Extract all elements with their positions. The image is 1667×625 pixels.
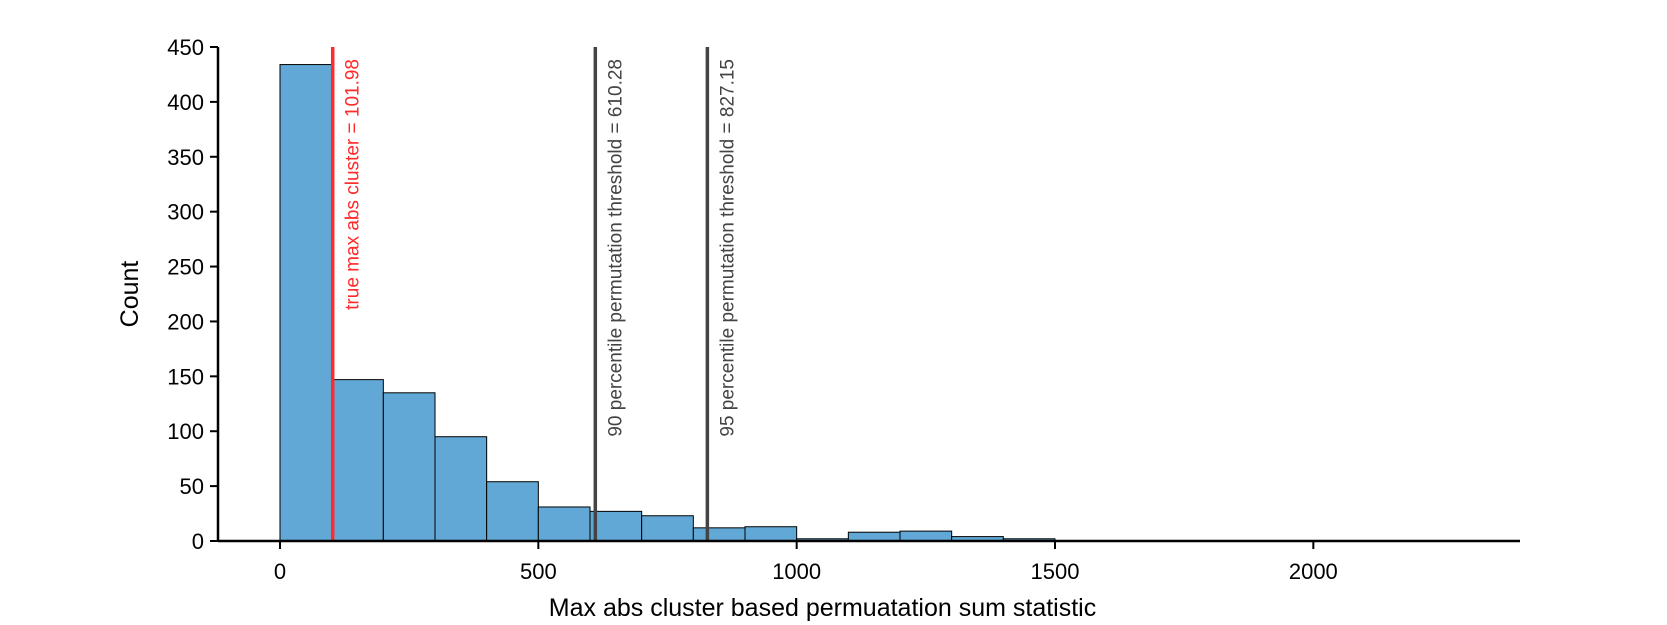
histogram-bar bbox=[486, 481, 539, 542]
y-tick-label: 150 bbox=[167, 364, 204, 389]
y-tick-label: 100 bbox=[167, 419, 204, 444]
y-tick-label: 250 bbox=[167, 255, 204, 280]
histogram-bar bbox=[899, 530, 953, 542]
histogram-bar bbox=[537, 506, 591, 542]
histogram-bar bbox=[589, 510, 643, 542]
histogram-bar bbox=[382, 392, 436, 542]
x-tick-label: 2000 bbox=[1289, 559, 1338, 584]
histogram-bar bbox=[641, 515, 694, 542]
reference-line-label: 90 percentile permutation threshold = 61… bbox=[605, 59, 626, 437]
reference-line-label: true max abs cluster = 101.98 bbox=[343, 59, 364, 310]
y-axis-title: Count bbox=[116, 261, 144, 328]
bars-layer bbox=[279, 64, 1056, 542]
axes-layer: 0 500 1000 1500 2000 0 50 100 150 200 250 300 350 40… bbox=[167, 35, 1520, 584]
x-ticks: 0 500 1000 1500 2000 bbox=[274, 541, 1338, 584]
x-tick-label: 0 bbox=[274, 559, 286, 584]
x-tick-label: 500 bbox=[520, 559, 557, 584]
histogram-bar bbox=[847, 531, 901, 542]
y-tick-label: 400 bbox=[167, 90, 204, 115]
x-tick-label: 1500 bbox=[1031, 559, 1080, 584]
y-tick-label: 450 bbox=[167, 35, 204, 60]
reference-line-label: 95 percentile permutation threshold = 82… bbox=[717, 59, 738, 437]
y-tick-label: 350 bbox=[167, 145, 204, 170]
y-tick-label: 50 bbox=[180, 474, 204, 499]
histogram-bar bbox=[331, 379, 384, 542]
y-tick-label: 200 bbox=[167, 309, 204, 334]
x-axis-title: Max abs cluster based permuatation sum s… bbox=[549, 594, 1096, 622]
reference-lines-layer: true max abs cluster = 101.98 90 percenti… bbox=[330, 47, 738, 541]
histogram-bar bbox=[279, 64, 333, 542]
histogram-bar bbox=[744, 526, 798, 542]
y-tick-label: 300 bbox=[167, 200, 204, 225]
y-tick-label: 0 bbox=[192, 529, 204, 554]
x-tick-label: 1000 bbox=[772, 559, 821, 584]
y-ticks: 0 50 100 150 200 250 300 350 400 450 bbox=[167, 35, 218, 554]
histogram-bar bbox=[692, 527, 746, 542]
histogram-bar bbox=[434, 436, 488, 542]
